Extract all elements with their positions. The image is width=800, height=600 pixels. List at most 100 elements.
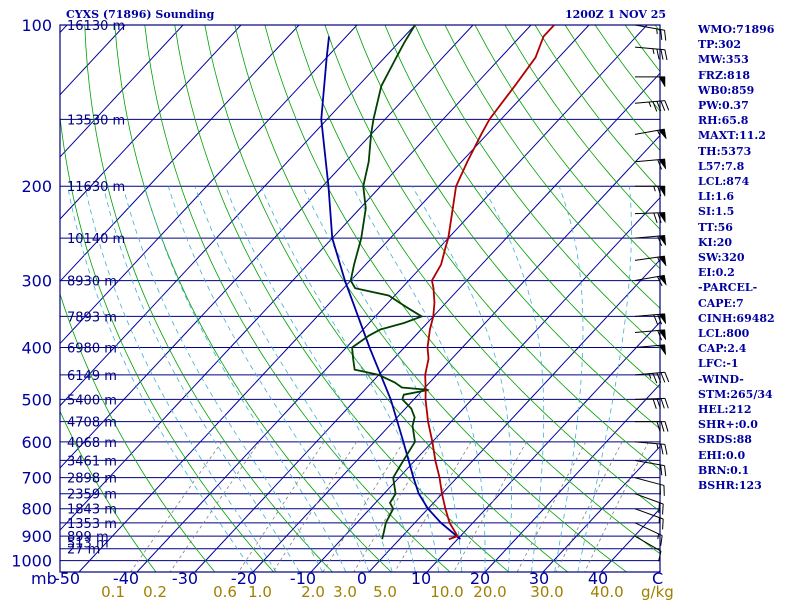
isotherm-line [60,25,416,407]
wind-barb-shaft [634,397,665,400]
mixing-ratio-line [272,441,358,572]
index-line: STM:265/34 [698,387,773,401]
wind-barb-feather [657,314,663,325]
dry-adiabat [60,292,216,572]
wind-barb-feather [658,551,662,562]
wind-barb-feather [664,444,668,455]
dry-adiabat [384,25,660,389]
dewpoint-profile-line [349,25,429,540]
index-line: LI:1.6 [698,190,735,204]
wind-barb-feather [656,48,660,60]
wind-barb-flag [658,255,667,267]
height-level-label: 16130 m [67,19,125,34]
wind-barb-feather [656,421,661,432]
wind-barb-half-feather [648,373,652,379]
wind-barb-feather [664,30,667,41]
isotherm-line [60,25,242,220]
wind-barb-feather [652,101,658,112]
moist-adiabat [260,186,439,572]
height-level-label: 2898 m [67,472,117,487]
isotherm-line [484,383,660,572]
wind-barb-flag [658,128,667,140]
wind-barb [634,493,664,515]
wind-barb-flag [658,313,667,325]
wind-barb-shaft [634,24,665,31]
wind-barb-half-feather [657,533,660,540]
height-level-label: 5400 m [67,393,117,408]
index-line: LFC:-1 [698,357,739,371]
wind-barb-flag [658,235,667,247]
wind-barb-feather [660,535,663,546]
pressure-unit-label: mb [31,569,57,588]
wind-barb-shaft [634,535,662,552]
isotherm-line [542,445,660,572]
wind-barb-flag [658,344,667,356]
wind-barb-shaft [634,493,664,505]
wind-barb-shaft [634,46,665,51]
pressure-tick-label: 400 [21,338,52,357]
wind-barb-feather [660,443,664,455]
dry-adiabat [84,25,333,572]
wind-barb-shaft [634,477,665,486]
wind-barb [634,255,667,267]
index-line: SRDS:88 [698,433,752,447]
wind-barbs [634,24,670,562]
wind-barb-shaft [634,371,665,376]
pressure-tick-label: 500 [21,390,52,409]
wind-barb-feather [660,398,665,409]
mixing-ratio-label: 30.0 [530,583,563,600]
temperature-tick-label: -40 [113,569,139,588]
index-line: TH:5373 [698,144,752,158]
mixing-ratio-label: 3.0 [333,583,357,600]
wind-barb [634,235,667,247]
moist-adiabat [102,186,300,572]
wind-barb [634,100,670,112]
temperature-tick-label: -50 [54,569,80,588]
index-line: RH:65.8 [698,114,749,128]
dry-adiabat [264,25,660,555]
index-line: WB0:859 [698,83,755,97]
wind-barb-feather [662,503,664,515]
wind-barb [634,459,667,477]
pressure-tick-label: 800 [21,500,52,519]
height-level-label: 1843 m [67,503,117,518]
mixing-ratio-line [169,441,260,572]
wind-barb [634,274,667,287]
wind-barb [634,344,667,356]
index-line: CINH:69482 [698,311,775,325]
index-line: HEL:212 [698,403,752,417]
wind-barb-feather [664,100,670,111]
clipped-grid [60,25,660,572]
mixing-ratio-label: 10.0 [430,583,463,600]
wind-barb [635,421,669,432]
wind-barb [635,76,666,88]
sounding-time: 1200Z 1 NOV 25 [565,8,667,21]
moist-adiabat [122,186,323,572]
isotherm-line [60,25,474,469]
wind-barb-feather [652,398,657,409]
height-level-label: 4068 m [67,436,117,451]
pressure-tick-label: 100 [21,16,52,35]
height-level-label: 513 m [67,537,109,552]
pressure-tick-label: 300 [21,272,52,291]
wind-barb [634,24,667,41]
dry-adiabat [474,25,660,270]
wind-barb-feather [662,518,664,530]
mixing-ratio-label: 0.2 [143,583,167,600]
temperature-unit-label: C [652,569,663,588]
wind-barb-flag [658,212,666,224]
wind-barb-flag [658,329,667,341]
mixing-ratio-line [516,441,587,572]
isotherm-line [60,25,532,531]
isotherm-line [600,507,660,572]
wind-barb-shaft [634,100,665,104]
dry-adiabat [234,25,627,572]
pressure-tick-label: 700 [21,469,52,488]
dry-adiabat [444,25,660,309]
wind-barb-feather [652,373,658,384]
index-line: LCL:800 [698,327,750,341]
index-line: LCL:874 [698,175,750,189]
wind-barb-feather [657,330,663,341]
dry-adiabat [60,113,274,572]
index-line: MW:353 [698,53,749,67]
